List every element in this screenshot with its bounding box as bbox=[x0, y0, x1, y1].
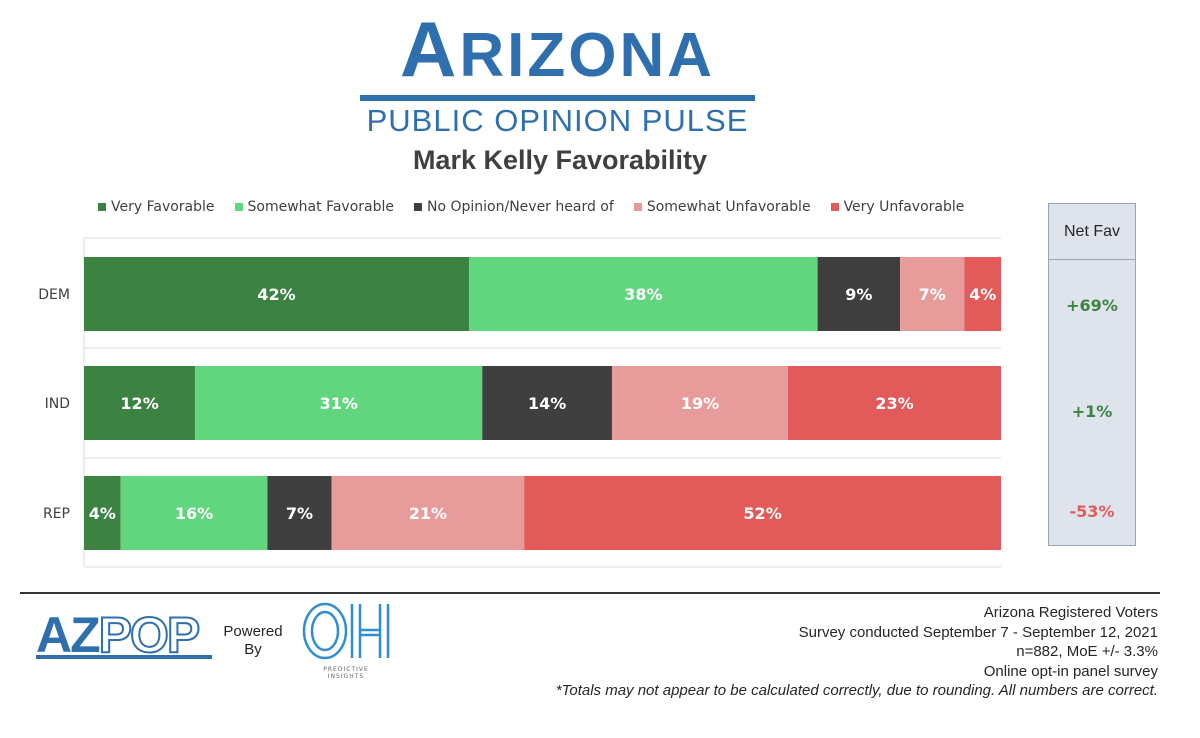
bar-segment bbox=[524, 476, 1001, 550]
legend-label: Very Unfavorable bbox=[843, 199, 965, 215]
legend-swatch bbox=[234, 203, 243, 211]
net-fav-value: +1% bbox=[1071, 402, 1113, 421]
data-label: 23% bbox=[875, 394, 913, 413]
oh-logo-caption: PREDICTIVE INSIGHTS bbox=[323, 666, 369, 680]
logo-rule bbox=[360, 95, 755, 101]
data-label: 12% bbox=[120, 394, 158, 413]
legend-item: Very Favorable bbox=[98, 199, 215, 215]
bar-segment bbox=[482, 366, 612, 440]
legend-swatch bbox=[633, 203, 642, 211]
category-label: REP bbox=[43, 506, 70, 522]
data-label: 19% bbox=[681, 394, 719, 413]
legend-label: No Opinion/Never heard of bbox=[427, 199, 614, 215]
data-label: 4% bbox=[89, 504, 116, 523]
category-label: DEM bbox=[38, 287, 70, 303]
data-label: 9% bbox=[845, 285, 872, 304]
arizona-logo: ARIZONA PUBLIC OPINION PULSE bbox=[360, 10, 755, 139]
net-fav-value: +69% bbox=[1066, 296, 1118, 315]
data-label: 4% bbox=[969, 285, 996, 304]
azpop-logo-rule bbox=[36, 655, 212, 659]
bar-segment bbox=[787, 366, 1001, 440]
bar-segment bbox=[817, 257, 901, 331]
data-label: 14% bbox=[528, 394, 566, 413]
survey-source: Arizona Registered Voters Survey conduct… bbox=[556, 603, 1158, 701]
data-label: 52% bbox=[743, 504, 781, 523]
category-label: IND bbox=[45, 396, 70, 412]
azpop-logo: AZPOP bbox=[36, 607, 201, 663]
legend-label: Very Favorable bbox=[111, 199, 215, 215]
source-line: Arizona Registered Voters bbox=[983, 604, 1158, 621]
data-label: 7% bbox=[286, 504, 313, 523]
bar-segment bbox=[469, 257, 818, 331]
source-line: Survey conducted September 7 - September… bbox=[798, 623, 1158, 641]
bar-segment bbox=[267, 476, 332, 550]
bar-segment bbox=[195, 366, 483, 440]
data-label: 7% bbox=[919, 285, 946, 304]
data-label: 31% bbox=[320, 394, 358, 413]
bar-segment bbox=[120, 476, 268, 550]
legend-swatch bbox=[98, 203, 106, 211]
legend-label: Somewhat Unfavorable bbox=[646, 199, 811, 215]
bar-segment bbox=[84, 476, 121, 550]
net-fav-value: -53% bbox=[1069, 502, 1115, 521]
net-fav-panel: Net Fav +69% +1% -53% bbox=[1048, 203, 1136, 546]
legend-item: Very Unfavorable bbox=[830, 199, 965, 215]
net-fav-header: Net Fav bbox=[1049, 204, 1135, 260]
data-label: 38% bbox=[624, 285, 662, 304]
bar-segment bbox=[331, 476, 525, 550]
bar-segment bbox=[84, 366, 196, 440]
data-label: 42% bbox=[257, 285, 295, 304]
data-label: 21% bbox=[409, 504, 447, 523]
chart-legend: Very Favorable Somewhat Favorable No Opini… bbox=[98, 199, 984, 215]
bar-segment bbox=[84, 257, 470, 331]
legend-item: No Opinion/Never heard of bbox=[414, 199, 614, 215]
legend-item: Somewhat Unfavorable bbox=[633, 199, 811, 215]
chart-title: Mark Kelly Favorability bbox=[412, 145, 708, 175]
source-line: n=882, MoE +/- 3.3% bbox=[1016, 643, 1158, 660]
source-line: Online opt-in panel survey bbox=[983, 662, 1158, 680]
bar-segment bbox=[900, 257, 965, 331]
bar-segment bbox=[611, 366, 788, 440]
logo-wordmark: ARIZONA bbox=[400, 5, 715, 93]
legend-swatch bbox=[830, 203, 839, 211]
footer-divider bbox=[20, 592, 1160, 594]
rounding-note: *Totals may not appear to be calculated … bbox=[555, 682, 1158, 699]
logo-subtitle: PUBLIC OPINION PULSE bbox=[366, 103, 749, 138]
data-label: 16% bbox=[175, 504, 213, 523]
legend-swatch bbox=[414, 203, 422, 211]
legend-label: Somewhat Favorable bbox=[247, 199, 394, 215]
oh-predictive-insights-logo bbox=[302, 602, 390, 660]
powered-by-label: Powered By bbox=[223, 623, 283, 658]
legend-item: Somewhat Favorable bbox=[234, 199, 394, 215]
bar-segment bbox=[964, 257, 1001, 331]
